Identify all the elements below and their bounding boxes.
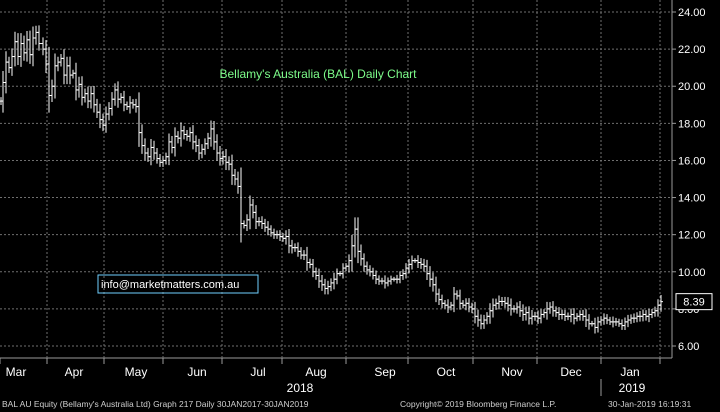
footer-timestamp: 30-Jan-2019 16:19:31 [608, 399, 692, 409]
y-tick-label: 14.00 [678, 193, 706, 205]
x-tick-label: Apr [65, 365, 84, 379]
footer: BAL AU Equity (Bellamy's Australia Ltd) … [0, 397, 720, 412]
year-label: 2018 [287, 381, 314, 395]
footer-security: BAL AU Equity (Bellamy's Australia Ltd) … [2, 399, 309, 409]
footer-copyright: Copyright© 2019 Bloomberg Finance L.P. [400, 399, 557, 409]
last-price-marker: 8.39 [675, 293, 713, 311]
x-tick-label: May [125, 365, 148, 379]
chart-title: Bellamy's Australia (BAL) Daily Chart [219, 67, 417, 81]
y-tick-label: 10.00 [678, 267, 706, 279]
y-tick-label: 24.00 [678, 7, 706, 19]
x-tick-label: Sep [374, 365, 396, 379]
price-series [0, 25, 663, 334]
x-tick-label: Oct [437, 365, 456, 379]
x-tick-label: Jan [620, 365, 639, 379]
watermark-text: info@marketmatters.com.au [101, 279, 239, 291]
x-tick-label: Aug [305, 365, 326, 379]
last-price-label: 8.39 [683, 297, 704, 309]
y-tick-label: 22.00 [678, 44, 706, 56]
y-tick-label: 6.00 [678, 341, 699, 353]
x-tick-label: Mar [6, 365, 27, 379]
x-axis: Mar Apr May Jun Jul Aug Sep Oct Nov Dec Jan 2018 201… [0, 358, 661, 396]
x-tick-label: Jun [187, 365, 206, 379]
watermark-box [97, 274, 259, 294]
x-tick-label: Nov [501, 365, 522, 379]
x-tick-label: Jul [250, 365, 265, 379]
y-tick-label: 16.00 [678, 155, 706, 167]
y-tick-label: 20.00 [678, 81, 706, 93]
y-tick-label: 12.00 [678, 230, 706, 242]
x-tick-label: Dec [560, 365, 581, 379]
last-price-box [675, 293, 713, 311]
y-tick-label: 18.00 [678, 118, 706, 130]
grid-lines [0, 0, 673, 359]
year-label: 2019 [619, 381, 646, 395]
